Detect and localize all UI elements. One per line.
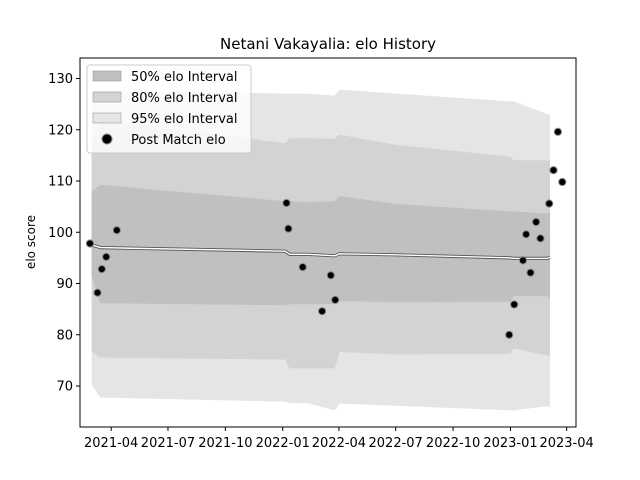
y-tick-label: 90 [56,277,73,292]
y-tick-label: 110 [48,175,73,190]
mean-line [91,243,551,260]
x-tick-label: 2022-10 [426,436,480,451]
post-match-point [536,234,545,243]
post-match-point [102,252,111,261]
legend: 50% elo Interval 80% elo Interval 95% elo … [86,64,252,154]
y-tick-label: 70 [56,380,73,395]
band-50-interval [91,184,551,306]
post-match-point [549,166,558,175]
post-match-point [282,198,291,208]
post-match-point [505,330,514,339]
post-match-point [97,265,106,274]
chart-title: Netani Vakayalia: elo History [220,35,436,53]
post-match-point [526,268,535,277]
plot-frame [79,57,577,428]
post-match-point [298,263,307,272]
legend-label-band80: 80% elo Interval [131,91,238,106]
post-match-point [558,177,567,187]
post-match-point [93,288,102,297]
x-tick-label: 2021-07 [141,436,195,451]
post-match-point [518,256,528,265]
post-match-point [510,300,519,309]
legend-frame [86,64,252,154]
y-tick-label: 80 [56,328,73,343]
interval-bands [91,89,551,411]
post-match-point [553,127,563,136]
post-match-point [532,217,541,227]
x-tick-label: 2021-04 [84,436,138,451]
x-tick-label: 2022-01 [256,436,310,451]
legend-label-points: Post Match elo [131,133,226,148]
post-match-point [331,295,340,304]
x-tick-label: 2023-04 [539,436,593,451]
post-match-point [522,230,531,239]
post-match-point [545,199,554,208]
post-match-points [85,127,567,339]
x-tick-label: 2021-10 [198,436,252,451]
post-match-point [318,307,327,316]
y-tick-label: 120 [48,123,73,138]
x-axis: 2021-04 2021-07 2021-10 2022-01 2022-04 2022-… [84,427,594,451]
legend-marker-points [101,133,113,145]
legend-swatch-band95 [92,112,122,124]
y-tick-label: 100 [48,226,73,241]
y-tick-label: 130 [48,72,73,87]
x-tick-label: 2023-01 [483,436,537,451]
legend-label-band95: 95% elo Interval [131,112,238,127]
post-match-point [284,224,293,233]
mean-line-core [91,244,551,260]
x-tick-label: 2022-07 [369,436,423,451]
legend-swatch-band80 [92,91,122,103]
legend-swatch-band50 [92,70,122,82]
y-axis-label: elo score [24,215,38,269]
post-match-point [112,226,121,235]
legend-label-band50: 50% elo Interval [131,70,238,85]
y-axis: 70 80 90 100 110 120 130 [48,72,80,395]
post-match-point [326,271,335,280]
post-match-point [85,239,95,248]
x-tick-label: 2022-04 [312,436,366,451]
